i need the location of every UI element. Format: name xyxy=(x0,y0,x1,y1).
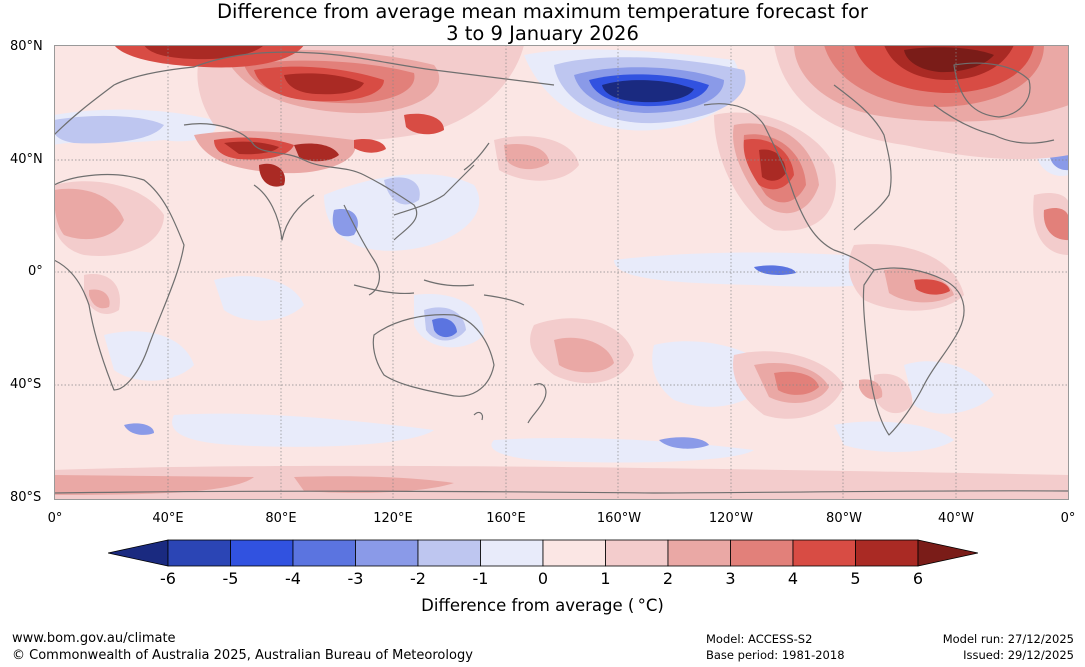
colorbar-segment xyxy=(667,539,731,567)
map-graticule xyxy=(54,45,1069,500)
colorbar-segment xyxy=(730,539,794,567)
anomaly-blue-regions xyxy=(54,57,1069,449)
footer-copyright: © Commonwealth of Australia 2025, Austra… xyxy=(12,648,473,663)
colorbar-tick-label: -4 xyxy=(285,569,301,588)
lat-label-80s: 80°S xyxy=(10,490,42,505)
lon-label-160w: 160°W xyxy=(596,511,642,526)
lon-label-160e: 160°E xyxy=(486,511,526,526)
colorbar-tick-label: -3 xyxy=(347,569,364,588)
lon-label-0-east: 0° xyxy=(1060,511,1076,526)
colorbar-segment xyxy=(605,539,669,567)
colorbar-segment xyxy=(230,539,294,567)
colorbar-tick-label: 2 xyxy=(662,569,674,588)
colorbar-segment xyxy=(355,539,419,567)
lat-label-40n: 40°N xyxy=(10,152,43,167)
colorbar-segment xyxy=(542,539,606,567)
colorbar-extend-low xyxy=(108,539,169,567)
colorbar-tick-label: 3 xyxy=(725,569,736,588)
colorbar-segment xyxy=(417,539,481,567)
lon-label-40w: 40°W xyxy=(938,511,974,526)
footer-website: www.bom.gov.au/climate xyxy=(12,631,176,646)
colorbar-segment xyxy=(292,539,356,567)
colorbar-tick-label: -6 xyxy=(160,569,176,588)
lon-label-80e: 80°E xyxy=(265,511,297,526)
colorbar-tick-label: 1 xyxy=(600,569,611,588)
colorbar-segment xyxy=(480,539,544,567)
colorbar-title: Difference from average ( °C) xyxy=(421,596,664,615)
colorbar-extend-high xyxy=(917,539,978,567)
colorbar xyxy=(108,539,978,567)
coastlines xyxy=(54,51,1069,494)
lon-label-120w: 120°W xyxy=(708,511,754,526)
colorbar-tick-label: 4 xyxy=(787,569,799,588)
footer-model: Model: ACCESS-S2 xyxy=(706,632,813,646)
lon-label-40e: 40°E xyxy=(152,511,184,526)
lon-label-0: 0° xyxy=(47,511,63,526)
colorbar-tick-label: 0 xyxy=(537,569,549,588)
lat-label-40s: 40°S xyxy=(10,377,42,392)
temperature-anomaly-map xyxy=(54,45,1069,500)
map-frame xyxy=(54,45,1069,500)
anomaly-dark-red-regions xyxy=(114,45,1034,190)
colorbar-segment xyxy=(792,539,856,567)
lon-label-80w: 80°W xyxy=(826,511,862,526)
lon-label-120e: 120°E xyxy=(373,511,413,526)
footer-issued: Issued: 29/12/2025 xyxy=(963,648,1074,662)
colorbar-tick-label: 6 xyxy=(912,569,924,588)
colorbar-tick-label: -1 xyxy=(472,569,489,588)
colorbar-segment xyxy=(855,539,919,567)
lat-label-80n: 80°N xyxy=(10,39,43,54)
colorbar-segment xyxy=(167,539,231,567)
colorbar-tick-label: -2 xyxy=(410,569,426,588)
colorbar-tick-label: 5 xyxy=(850,569,861,588)
colorbar-tick-label: -5 xyxy=(222,569,239,588)
footer-model-run: Model run: 27/12/2025 xyxy=(942,632,1074,646)
chart-title-line-2: 3 to 9 January 2026 xyxy=(446,22,639,45)
footer-base-period: Base period: 1981-2018 xyxy=(706,648,845,662)
chart-title-line-1: Difference from average mean maximum tem… xyxy=(217,0,868,23)
lat-label-equator: 0° xyxy=(28,264,43,279)
